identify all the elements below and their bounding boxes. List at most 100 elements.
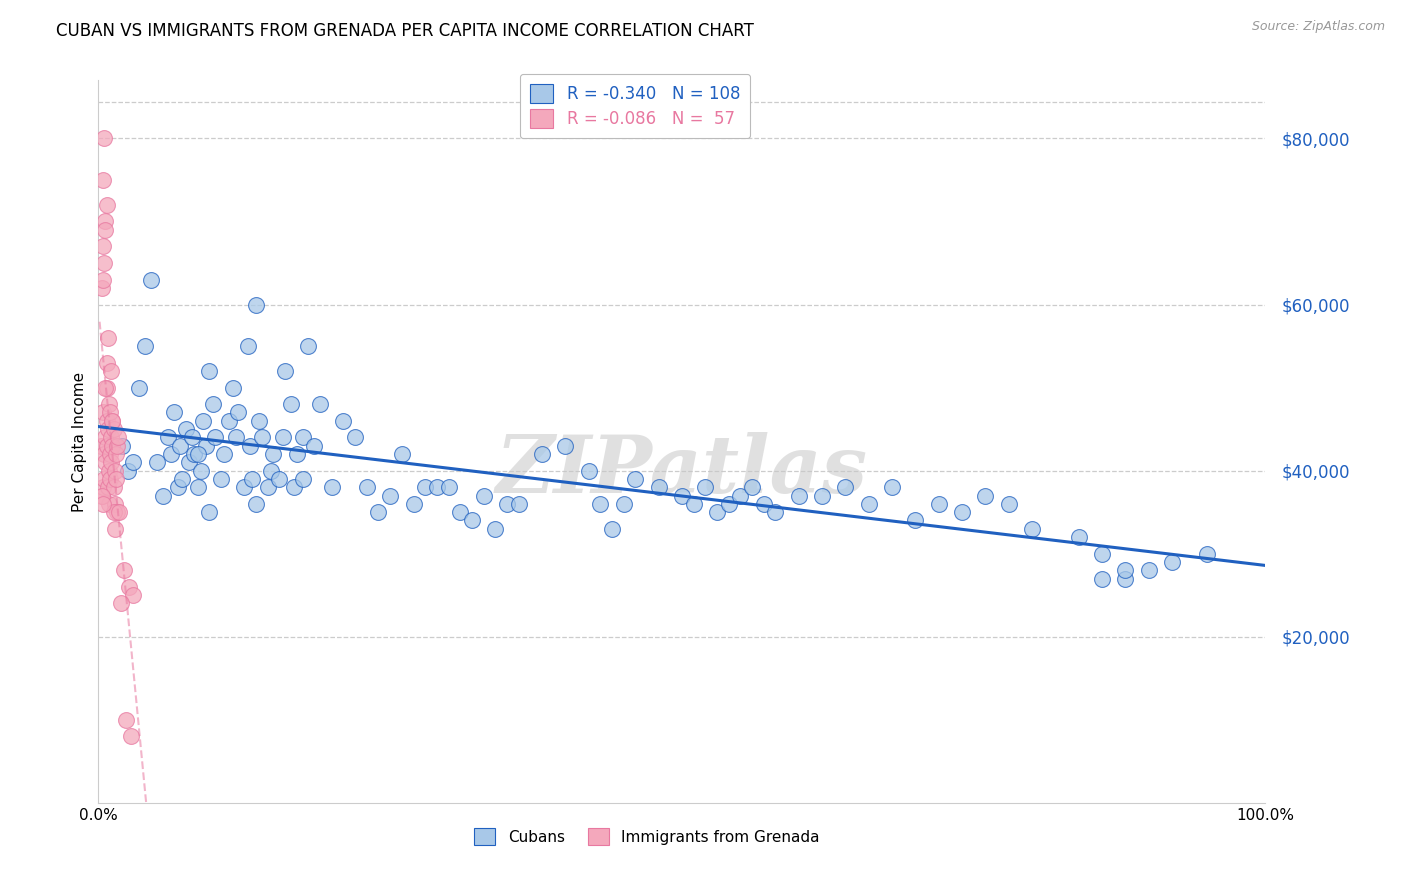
Point: [1091, 547, 1114, 561]
Point: [104, 447, 127, 461]
Point: [94, 214, 117, 228]
Point: [472, 489, 495, 503]
Point: [647, 480, 669, 494]
Point: [128, 380, 150, 394]
Point: [1195, 547, 1218, 561]
Point: [104, 522, 127, 536]
Point: [103, 422, 125, 436]
Point: [242, 472, 264, 486]
Point: [811, 489, 834, 503]
Point: [122, 455, 145, 469]
Point: [695, 480, 717, 494]
Point: [187, 447, 209, 461]
Point: [163, 405, 186, 419]
Point: [194, 439, 217, 453]
Point: [152, 489, 174, 503]
Point: [96, 356, 118, 370]
Point: [91, 272, 114, 286]
Point: [413, 480, 436, 494]
Point: [91, 173, 114, 187]
Point: [97, 480, 120, 494]
Point: [100, 455, 122, 469]
Point: [613, 497, 636, 511]
Point: [309, 397, 332, 411]
Point: [104, 472, 127, 486]
Point: [706, 505, 728, 519]
Point: [280, 397, 302, 411]
Point: [297, 339, 319, 353]
Point: [1067, 530, 1090, 544]
Point: [834, 480, 856, 494]
Point: [1021, 522, 1043, 536]
Point: [245, 297, 267, 311]
Point: [96, 198, 118, 212]
Point: [98, 405, 121, 419]
Point: [112, 563, 135, 577]
Point: [426, 480, 449, 494]
Point: [90, 281, 112, 295]
Point: [96, 414, 118, 428]
Point: [236, 339, 259, 353]
Point: [101, 414, 124, 428]
Point: [717, 497, 740, 511]
Point: [214, 447, 236, 461]
Point: [100, 364, 122, 378]
Text: ZIPatlas: ZIPatlas: [496, 432, 868, 509]
Point: [198, 364, 221, 378]
Point: [94, 455, 117, 469]
Point: [93, 447, 115, 461]
Point: [218, 414, 240, 428]
Point: [97, 422, 120, 436]
Point: [291, 472, 314, 486]
Point: [437, 480, 460, 494]
Point: [589, 497, 612, 511]
Text: Source: ZipAtlas.com: Source: ZipAtlas.com: [1251, 20, 1385, 33]
Y-axis label: Per Capita Income: Per Capita Income: [72, 371, 87, 512]
Point: [94, 223, 117, 237]
Point: [600, 522, 623, 536]
Point: [858, 497, 880, 511]
Point: [90, 489, 112, 503]
Point: [90, 489, 112, 503]
Point: [97, 464, 120, 478]
Point: [285, 447, 308, 461]
Point: [108, 505, 131, 519]
Point: [190, 464, 212, 478]
Point: [391, 447, 413, 461]
Point: [239, 439, 262, 453]
Point: [260, 464, 283, 478]
Point: [117, 464, 139, 478]
Point: [1114, 563, 1136, 577]
Point: [484, 522, 506, 536]
Point: [741, 480, 763, 494]
Point: [578, 464, 600, 478]
Point: [96, 439, 118, 453]
Point: [245, 497, 267, 511]
Point: [122, 588, 145, 602]
Point: [321, 480, 343, 494]
Point: [356, 480, 378, 494]
Point: [1161, 555, 1184, 569]
Point: [880, 480, 903, 494]
Point: [166, 480, 188, 494]
Point: [105, 439, 128, 453]
Point: [974, 489, 997, 503]
Point: [101, 439, 124, 453]
Point: [104, 464, 127, 478]
Point: [103, 505, 125, 519]
Point: [198, 505, 221, 519]
Point: [91, 405, 114, 419]
Point: [179, 455, 201, 469]
Point: [118, 580, 141, 594]
Point: [193, 414, 215, 428]
Point: [262, 447, 284, 461]
Point: [104, 497, 127, 511]
Point: [120, 730, 142, 744]
Point: [530, 447, 553, 461]
Point: [730, 489, 752, 503]
Point: [367, 505, 389, 519]
Point: [682, 497, 704, 511]
Point: [204, 430, 226, 444]
Point: [752, 497, 775, 511]
Point: [997, 497, 1019, 511]
